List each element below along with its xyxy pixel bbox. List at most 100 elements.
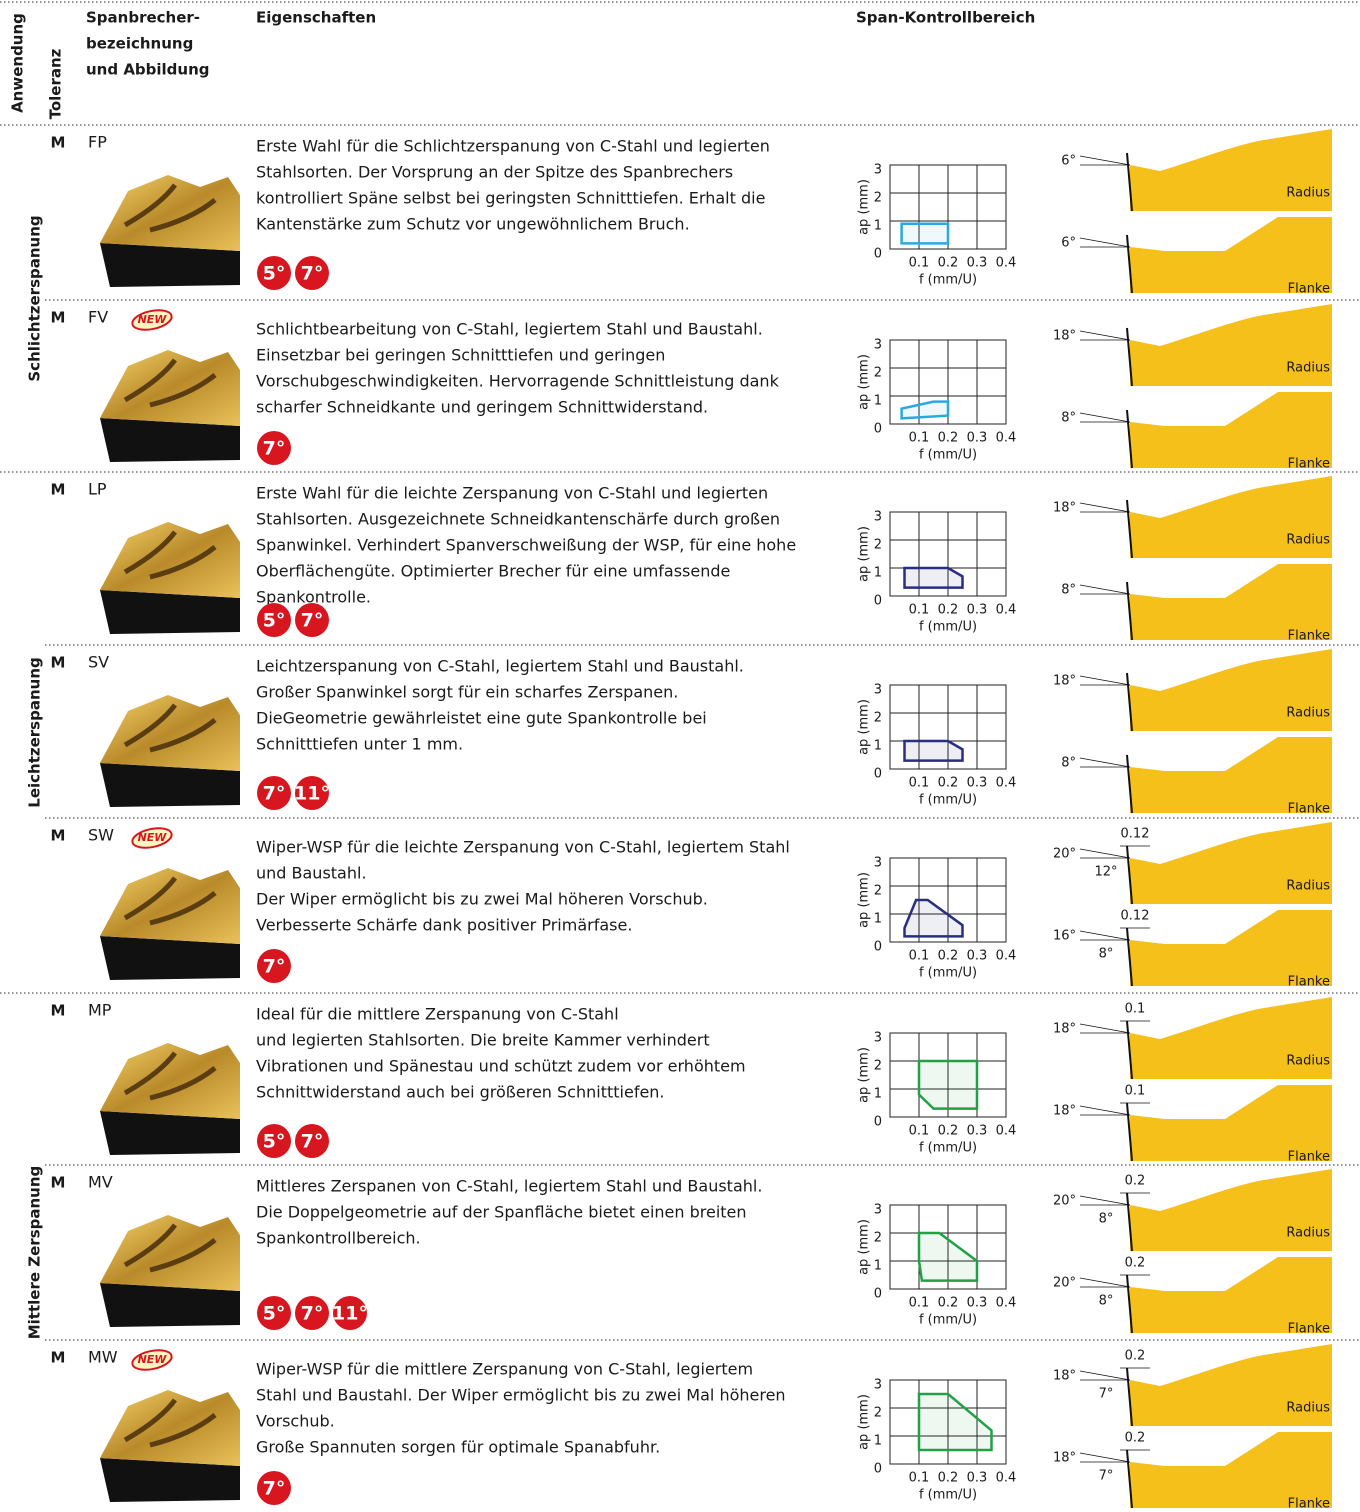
profile-shape (1130, 910, 1332, 986)
x-axis-label: f (mm/U) (919, 273, 977, 288)
profile-shape (1130, 649, 1332, 731)
description-line: DieGeometrie gewährleistet eine gute Spa… (256, 709, 707, 728)
header-eigenschaften: Eigenschaften (256, 9, 376, 27)
description-line: Spankontrollbereich. (256, 1229, 421, 1248)
profile-shape (1130, 1169, 1332, 1251)
y-tick-label: 0 (874, 1287, 882, 1302)
breaker-name: SV (88, 653, 109, 672)
profile-edge (1126, 927, 1133, 987)
angle-badge (257, 1124, 291, 1158)
y-tick-label: 3 (874, 1203, 882, 1218)
description-line: Schnittwiderstand auch bei größeren Schn… (256, 1083, 665, 1102)
chip-control-region (900, 400, 950, 420)
profile-shape (1130, 476, 1332, 558)
angle-label: 7° (301, 263, 324, 285)
header-kontrollbereich: Span-Kontrollbereich (856, 9, 1035, 27)
profile-label: Radius (1286, 1401, 1330, 1416)
angle-line (1079, 412, 1131, 423)
angle-label: 11° (332, 1303, 368, 1325)
insert-chipbreaker (123, 1398, 217, 1448)
insert-chipbreaker (123, 876, 217, 926)
header: Anwendung Toleranz Spanbrecher- bezeichn… (9, 9, 1036, 120)
profile-label: Radius (1286, 361, 1330, 376)
new-label: NEW (138, 1353, 168, 1366)
insert-top (100, 1215, 240, 1291)
insert-top (100, 1043, 240, 1119)
profile-label: Flanke (1288, 1322, 1330, 1337)
y-tick-label: 3 (874, 163, 882, 178)
profile-angle: 8° (1061, 583, 1076, 598)
description-line: Große Spannuten sorgen für optimale Span… (256, 1438, 660, 1457)
header-anwendung: Anwendung (9, 13, 27, 113)
angle-line (1079, 848, 1131, 859)
tolerance: M (51, 1174, 66, 1192)
angle-label: 7° (301, 1303, 324, 1325)
insert-base (100, 418, 240, 462)
angle-line (1079, 330, 1131, 341)
description-line: Schnitttiefen unter 1 mm. (256, 735, 463, 754)
angle-label: 7° (263, 438, 286, 460)
y-tick-label: 1 (874, 1434, 882, 1449)
y-tick-label: 1 (874, 566, 882, 581)
breaker-name: MW (88, 1348, 118, 1367)
profile-sub-angle: 12° (1094, 865, 1117, 880)
angle-badge (295, 1296, 329, 1330)
x-axis-label: f (mm/U) (919, 1488, 977, 1503)
new-badge (131, 827, 173, 849)
x-tick-label: 0.1 (909, 776, 930, 791)
angle-label: 5° (263, 1303, 286, 1325)
y-axis-label: ap (mm) (857, 872, 872, 928)
description-line: Leichtzerspanung von C-Stahl, legiertem … (256, 657, 744, 676)
profile-chamfer: 0.2 (1125, 1174, 1146, 1189)
angle-badge (295, 256, 329, 290)
chip-control-region (917, 1392, 993, 1452)
y-tick-label: 2 (874, 1059, 882, 1074)
y-tick-label: 0 (874, 422, 882, 437)
profile-angle: 18° (1053, 501, 1076, 516)
insert-top (100, 1390, 240, 1466)
group-label: Mittlere Zerspanung (26, 1166, 44, 1340)
tolerance: M (51, 1349, 66, 1367)
description-line: Wiper-WSP für die mittlere Zerspanung vo… (256, 1360, 753, 1379)
profile-edge (1126, 1367, 1133, 1427)
angle-badge (257, 603, 291, 637)
y-axis-label: ap (mm) (857, 1047, 872, 1103)
x-tick-label: 0.1 (909, 431, 930, 446)
profile-edge (1126, 1020, 1133, 1080)
profile-shape (1130, 564, 1332, 640)
profile-label: Radius (1286, 1054, 1330, 1069)
chip-control-region (917, 1231, 979, 1282)
angle-label: 7° (263, 1478, 286, 1500)
insert-base (100, 763, 240, 807)
tolerance: M (51, 1002, 66, 1020)
x-tick-label: 0.2 (938, 431, 959, 446)
y-tick-label: 2 (874, 538, 882, 553)
insert-chipbreaker (123, 703, 217, 753)
profile-angle: 20° (1053, 1276, 1076, 1291)
angle-label: 5° (263, 1131, 286, 1153)
insert-top (100, 522, 240, 598)
description-line: Kantenstärke zum Schutz vor ungewöhnlich… (256, 215, 690, 234)
profile-angle: 8° (1061, 411, 1076, 426)
angle-badge (333, 1296, 367, 1330)
angle-line (1079, 1195, 1131, 1206)
insert-base (100, 1458, 240, 1502)
x-tick-label: 0.3 (967, 603, 988, 618)
x-tick-label: 0.3 (967, 1471, 988, 1486)
y-tick-label: 0 (874, 1462, 882, 1477)
profile-angle: 20° (1053, 847, 1076, 862)
profile-label: Flanke (1288, 1497, 1330, 1512)
breaker-name: LP (88, 480, 107, 499)
angle-line (1079, 1452, 1131, 1463)
description-line: Erste Wahl für die leichte Zerspanung vo… (256, 484, 768, 503)
y-axis-label: ap (mm) (857, 699, 872, 755)
description-line: Spankontrolle. (256, 588, 371, 607)
profile-sub-angle: 8° (1099, 1294, 1114, 1309)
profile-angle: 18° (1053, 1369, 1076, 1384)
insert-chipbreaker (123, 530, 217, 580)
header-toleranz: Toleranz (47, 48, 65, 119)
description-line: Vibrationen und Spänestau und schützt zu… (256, 1057, 746, 1076)
profile-angle: 18° (1053, 674, 1076, 689)
x-tick-label: 0.4 (996, 949, 1017, 964)
x-tick-label: 0.1 (909, 603, 930, 618)
